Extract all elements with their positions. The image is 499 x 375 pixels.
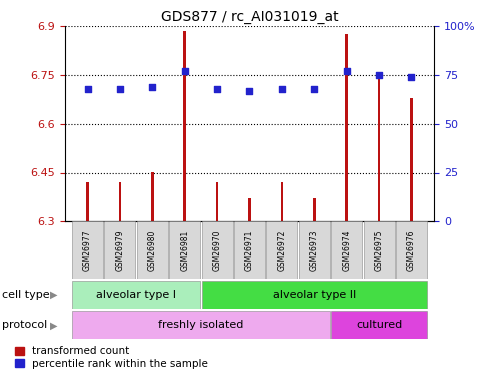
Bar — [280, 182, 283, 221]
Text: GSM26977: GSM26977 — [83, 230, 92, 271]
Point — [83, 86, 91, 92]
Point — [278, 86, 286, 92]
Bar — [313, 198, 315, 221]
Text: GSM26970: GSM26970 — [213, 230, 222, 271]
Text: protocol: protocol — [2, 321, 48, 330]
FancyBboxPatch shape — [299, 221, 330, 279]
Point — [116, 86, 124, 92]
FancyBboxPatch shape — [202, 281, 427, 309]
FancyBboxPatch shape — [234, 221, 265, 279]
Text: GSM26974: GSM26974 — [342, 230, 351, 271]
FancyBboxPatch shape — [72, 281, 200, 309]
Text: GSM26980: GSM26980 — [148, 230, 157, 271]
Point — [310, 86, 318, 92]
Text: GSM26979: GSM26979 — [115, 230, 124, 271]
Bar — [184, 31, 186, 221]
FancyBboxPatch shape — [72, 311, 330, 339]
FancyBboxPatch shape — [202, 221, 233, 279]
Text: freshly isolated: freshly isolated — [158, 320, 244, 330]
Text: GSM26973: GSM26973 — [310, 230, 319, 271]
FancyBboxPatch shape — [169, 221, 200, 279]
Point — [181, 68, 189, 74]
Text: alveolar type I: alveolar type I — [96, 290, 176, 300]
Point — [375, 72, 383, 78]
Point — [408, 74, 416, 80]
Title: GDS877 / rc_AI031019_at: GDS877 / rc_AI031019_at — [161, 10, 338, 24]
Text: GSM26971: GSM26971 — [245, 230, 254, 271]
FancyBboxPatch shape — [363, 221, 395, 279]
Point — [148, 84, 156, 90]
Bar — [248, 198, 251, 221]
Bar — [86, 182, 89, 221]
Bar — [378, 75, 380, 221]
Text: GSM26981: GSM26981 — [180, 230, 189, 271]
Point — [343, 68, 351, 74]
FancyBboxPatch shape — [137, 221, 168, 279]
Text: GSM26976: GSM26976 — [407, 230, 416, 271]
FancyBboxPatch shape — [266, 221, 297, 279]
Bar — [410, 98, 413, 221]
Bar — [151, 172, 154, 221]
Point — [246, 88, 253, 94]
FancyBboxPatch shape — [331, 311, 427, 339]
Text: alveolar type II: alveolar type II — [272, 290, 356, 300]
Text: GSM26972: GSM26972 — [277, 230, 286, 271]
Bar — [216, 182, 219, 221]
Text: cultured: cultured — [356, 320, 402, 330]
Point — [213, 86, 221, 92]
Legend: transformed count, percentile rank within the sample: transformed count, percentile rank withi… — [15, 346, 208, 369]
Text: cell type: cell type — [2, 290, 50, 300]
Text: ▶: ▶ — [50, 321, 57, 330]
Bar — [119, 182, 121, 221]
Bar — [345, 34, 348, 221]
FancyBboxPatch shape — [72, 221, 103, 279]
Text: ▶: ▶ — [50, 290, 57, 300]
FancyBboxPatch shape — [396, 221, 427, 279]
FancyBboxPatch shape — [104, 221, 136, 279]
Text: GSM26975: GSM26975 — [375, 230, 384, 271]
FancyBboxPatch shape — [331, 221, 362, 279]
